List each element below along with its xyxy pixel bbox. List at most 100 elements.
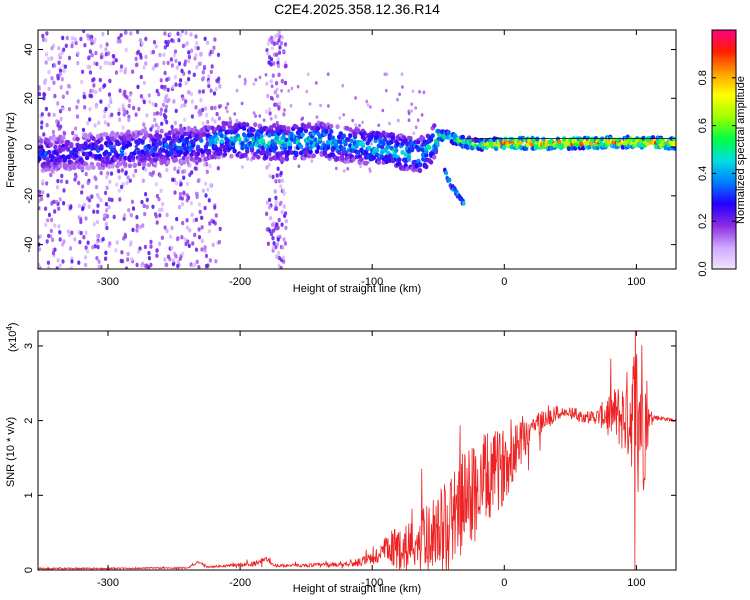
heatmap-ridge-cell: [306, 123, 312, 128]
heatmap-noise-cell: [86, 180, 90, 186]
heatmap-ridge-cell: [91, 165, 96, 170]
heatmap-noise-cell: [93, 175, 97, 180]
heatmap-ridge-cell: [435, 141, 440, 147]
heatmap-ridge-cell: [157, 134, 163, 139]
heatmap-noise-cell: [139, 74, 143, 80]
heatmap-noise-cell: [284, 225, 288, 231]
heatmap-noise-cell: [305, 89, 309, 94]
heatmap-ridge-cell: [84, 155, 90, 161]
heatmap-noise-cell: [41, 190, 45, 195]
heatmap-ridge-cell: [142, 162, 147, 167]
heatmap-noise-cell: [290, 86, 294, 91]
heatmap-noise-cell: [175, 181, 179, 186]
heatmap-noise-cell: [104, 106, 108, 112]
heatmap-noise-cell: [102, 216, 106, 221]
heatmap-noise-cell: [83, 43, 87, 48]
heatmap-noise-cell: [151, 49, 155, 55]
heatmap-ridge-cell: [341, 146, 347, 152]
heatmap-noise-cell: [86, 121, 90, 126]
heatmap-noise-cell: [190, 48, 194, 53]
heatmap-noise-cell: [398, 92, 401, 97]
heatmap-noise-cell: [107, 205, 111, 210]
heatmap-ridge-cell: [260, 138, 266, 144]
heatmap-noise-cell: [278, 34, 282, 39]
x-tick-label: -100: [361, 577, 383, 589]
heatmap-noise-cell: [79, 230, 83, 236]
heatmap-ridge-cell: [325, 145, 331, 150]
heatmap-noise-cell: [62, 68, 66, 74]
heatmap-noise-cell: [38, 85, 41, 90]
heatmap-noise-cell: [168, 31, 172, 36]
heatmap-ridge-cell: [313, 137, 318, 143]
heatmap-noise-cell: [183, 62, 187, 67]
heatmap-noise-cell: [44, 38, 48, 43]
heatmap-noise-cell: [46, 260, 51, 265]
heatmap-ridge-cell: [298, 144, 304, 150]
heatmap-noise-cell: [147, 250, 151, 256]
heatmap-noise-cell: [108, 179, 112, 184]
heatmap-ridge-cell: [335, 124, 340, 130]
heatmap-noise-cell: [144, 167, 148, 172]
heatmap-noise-cell: [178, 195, 182, 201]
heatmap-ridge-cell: [283, 143, 288, 149]
heatmap-ridge-cell: [146, 162, 152, 168]
heatmap-noise-cell: [411, 89, 415, 93]
heatmap-noise-cell: [128, 92, 133, 98]
heatmap-ridge-cell: [306, 153, 312, 159]
heatmap-noise-cell: [67, 55, 72, 61]
heatmap-noise-cell: [209, 69, 213, 75]
heatmap-noise-cell: [59, 116, 63, 122]
chart-title: C2E4.2025.358.12.36.R14: [274, 1, 440, 17]
heatmap-ridge-cell: [351, 157, 356, 162]
heatmap-noise-cell: [171, 261, 175, 267]
heatmap-ridge-cell: [317, 134, 323, 140]
heatmap-noise-cell: [120, 168, 124, 173]
heatmap-noise-cell: [141, 223, 145, 228]
heatmap-noise-cell: [84, 216, 88, 221]
colorbar-tick-label: 0.8: [697, 70, 709, 85]
heatmap-ridge-cell: [237, 136, 242, 142]
heatmap-noise-cell: [193, 56, 197, 61]
heatmap-ridge-cell: [159, 128, 164, 134]
heatmap-noise-cell: [70, 35, 74, 41]
heatmap-noise-cell: [258, 75, 262, 80]
heatmap-noise-cell: [414, 106, 418, 110]
heatmap-noise-cell: [186, 239, 190, 244]
heatmap-noise-cell: [268, 173, 272, 179]
heatmap-noise-cell: [38, 247, 42, 252]
heatmap-noise-cell: [198, 108, 202, 114]
x-tick-label: 100: [627, 577, 645, 589]
heatmap-noise-cell: [149, 171, 153, 177]
heatmap-noise-cell: [271, 245, 275, 250]
heatmap-ridge-cell: [417, 168, 423, 174]
heatmap-noise-cell: [195, 41, 199, 46]
heatmap-noise-cell: [282, 204, 286, 209]
heatmap-ridge-cell: [375, 147, 380, 153]
heatmap-ridge-cell: [281, 125, 286, 130]
heatmap-noise-cell: [267, 162, 271, 168]
heatmap-noise-cell: [157, 92, 161, 97]
heatmap-noise-cell: [400, 72, 404, 76]
heatmap-noise-cell: [131, 227, 135, 233]
heatmap-noise-cell: [277, 178, 281, 184]
heatmap-ridge-cell: [104, 132, 109, 138]
heatmap-noise-cell: [326, 72, 330, 76]
heatmap-ridge-cell: [544, 139, 549, 145]
heatmap-noise-cell: [187, 243, 191, 248]
heatmap-noise-cell: [166, 87, 170, 93]
heatmap-noise-cell: [173, 120, 177, 126]
heatmap-noise-cell: [176, 169, 180, 174]
heatmap-noise-cell: [131, 206, 136, 211]
snr-panel: -300 -200 -100 0 100 0 1 2 3 Height of straight…: [5, 322, 677, 595]
heatmap-noise-cell: [77, 215, 81, 220]
heatmap-noise-cell: [62, 188, 66, 193]
heatmap-noise-cell: [84, 230, 88, 235]
heatmap-noise-cell: [132, 105, 136, 111]
heatmap-noise-cell: [57, 46, 61, 51]
y-tick-label: 1: [23, 492, 35, 498]
heatmap-ridge-cell: [72, 165, 77, 171]
heatmap-noise-cell: [83, 94, 87, 100]
heatmap-noise-cell: [204, 253, 209, 259]
heatmap-noise-cell: [123, 89, 127, 95]
heatmap-noise-cell: [38, 193, 42, 198]
